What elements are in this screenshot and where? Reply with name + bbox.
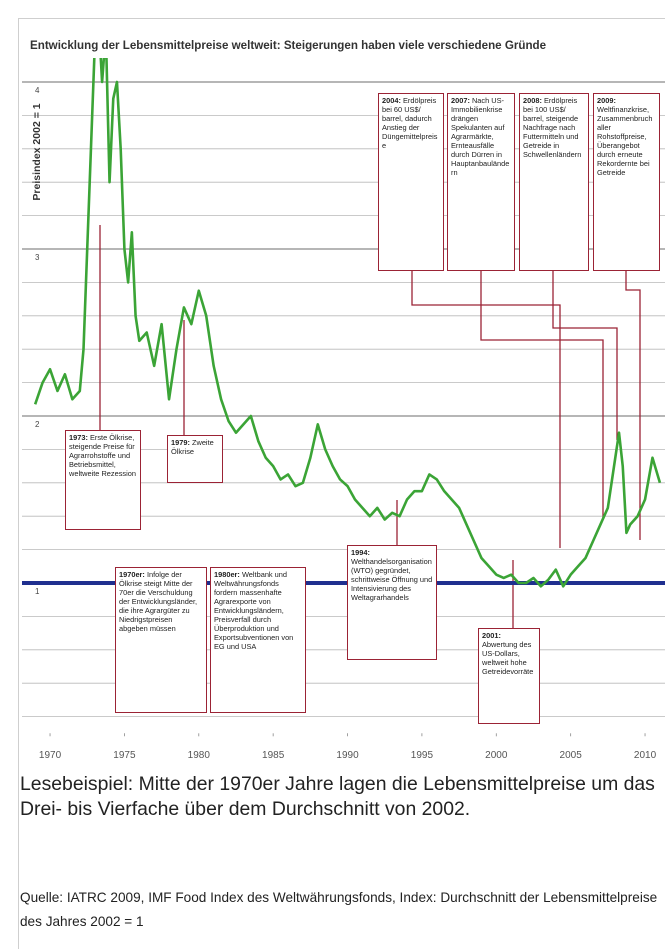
annotation-text: Erdölpreis bei 100 US$/ barrel, steigend… bbox=[523, 96, 582, 159]
connector bbox=[625, 270, 641, 540]
annotation-label: 2004: bbox=[382, 96, 401, 105]
source: Quelle: IATRC 2009, IMF Food Index des W… bbox=[20, 890, 658, 929]
y-tick-label: 4 bbox=[35, 86, 40, 95]
x-tick-label: 1985 bbox=[262, 750, 285, 761]
annotation-text: Erdölpreis bei 60 US$/ barrel, dadurch A… bbox=[382, 96, 438, 150]
connector bbox=[480, 270, 604, 520]
annotation: 1970er: Infolge der Ölkrise steigt Mitte… bbox=[115, 567, 207, 713]
annotation-text: Zweite Ölkrise bbox=[171, 438, 214, 456]
annotation: 1994: Welthandelsorganisation (WTO) gegr… bbox=[347, 545, 437, 660]
annotation-text: Infolge der Ölkrise steigt Mitte der 70e… bbox=[119, 570, 198, 633]
annotation-label: 2008: bbox=[523, 96, 542, 105]
annotation-text: Weltfinanzkrise, Zusammenbruch aller Roh… bbox=[597, 105, 653, 177]
annotation-label: 2007: bbox=[451, 96, 470, 105]
chart: Entwicklung der Lebensmittelpreise weltw… bbox=[22, 39, 665, 761]
annotation: 2008: Erdölpreis bei 100 US$/ barrel, st… bbox=[519, 93, 589, 271]
x-tick-label: 1970 bbox=[39, 750, 62, 761]
caption: Lesebeispiel: Mitte der 1970er Jahre lag… bbox=[20, 773, 655, 820]
annotation: 1979: Zweite Ölkrise bbox=[167, 435, 223, 483]
connector bbox=[411, 270, 561, 548]
annotation: 2004: Erdölpreis bei 60 US$/ barrel, dad… bbox=[378, 93, 444, 271]
annotation: 2009: Weltfinanzkrise, Zusammenbruch all… bbox=[593, 93, 660, 271]
annotation: 1980er: Weltbank und Weltwährungsfonds f… bbox=[210, 567, 306, 713]
frame bbox=[18, 18, 665, 949]
y-tick-label: 2 bbox=[35, 420, 40, 429]
y-tick-label: 1 bbox=[35, 587, 40, 596]
chart-title: Entwicklung der Lebensmittelpreise weltw… bbox=[30, 39, 547, 52]
annotation-label: 1980er: bbox=[214, 570, 240, 579]
annotation: 1973: Erste Ölkrise, steigende Preise fü… bbox=[65, 430, 141, 530]
annotation-label: 1994: bbox=[351, 548, 370, 557]
y-tick-label: 3 bbox=[35, 253, 40, 262]
annotation-text: Abwertung des US-Dollars, weltweit hohe … bbox=[482, 640, 534, 676]
x-tick-label: 2005 bbox=[560, 750, 583, 761]
x-tick-label: 1995 bbox=[411, 750, 434, 761]
annotation-text: Nach US-Immobilienkrise drängen Spekulan… bbox=[451, 96, 510, 177]
annotation: 2007: Nach US-Immobilienkrise drängen Sp… bbox=[447, 93, 515, 271]
y-axis-label: Preisindex 2002 = 1 bbox=[31, 103, 43, 200]
annotation-text: Erste Ölkrise, steigende Preise für Agra… bbox=[69, 433, 136, 478]
x-tick-label: 1980 bbox=[188, 750, 211, 761]
annotation-label: 1973: bbox=[69, 433, 88, 442]
annotation-label: 1970er: bbox=[119, 570, 145, 579]
annotation-text: Welthandelsorganisation (WTO) gegründet,… bbox=[351, 557, 433, 602]
annotation-text: Weltbank und Weltwährungsfonds fordern m… bbox=[214, 570, 294, 651]
annotation: 2001: Abwertung des US-Dollars, weltweit… bbox=[478, 628, 540, 724]
annotation-label: 2001: bbox=[482, 631, 501, 640]
annotation-label: 2009: bbox=[597, 96, 616, 105]
x-tick-label: 2010 bbox=[634, 750, 657, 761]
annotation-label: 1979: bbox=[171, 438, 190, 447]
connector bbox=[552, 270, 618, 440]
x-tick-label: 1990 bbox=[336, 750, 359, 761]
price-line bbox=[33, 58, 662, 588]
x-tick-label: 1975 bbox=[113, 750, 136, 761]
x-tick-label: 2000 bbox=[485, 750, 508, 761]
